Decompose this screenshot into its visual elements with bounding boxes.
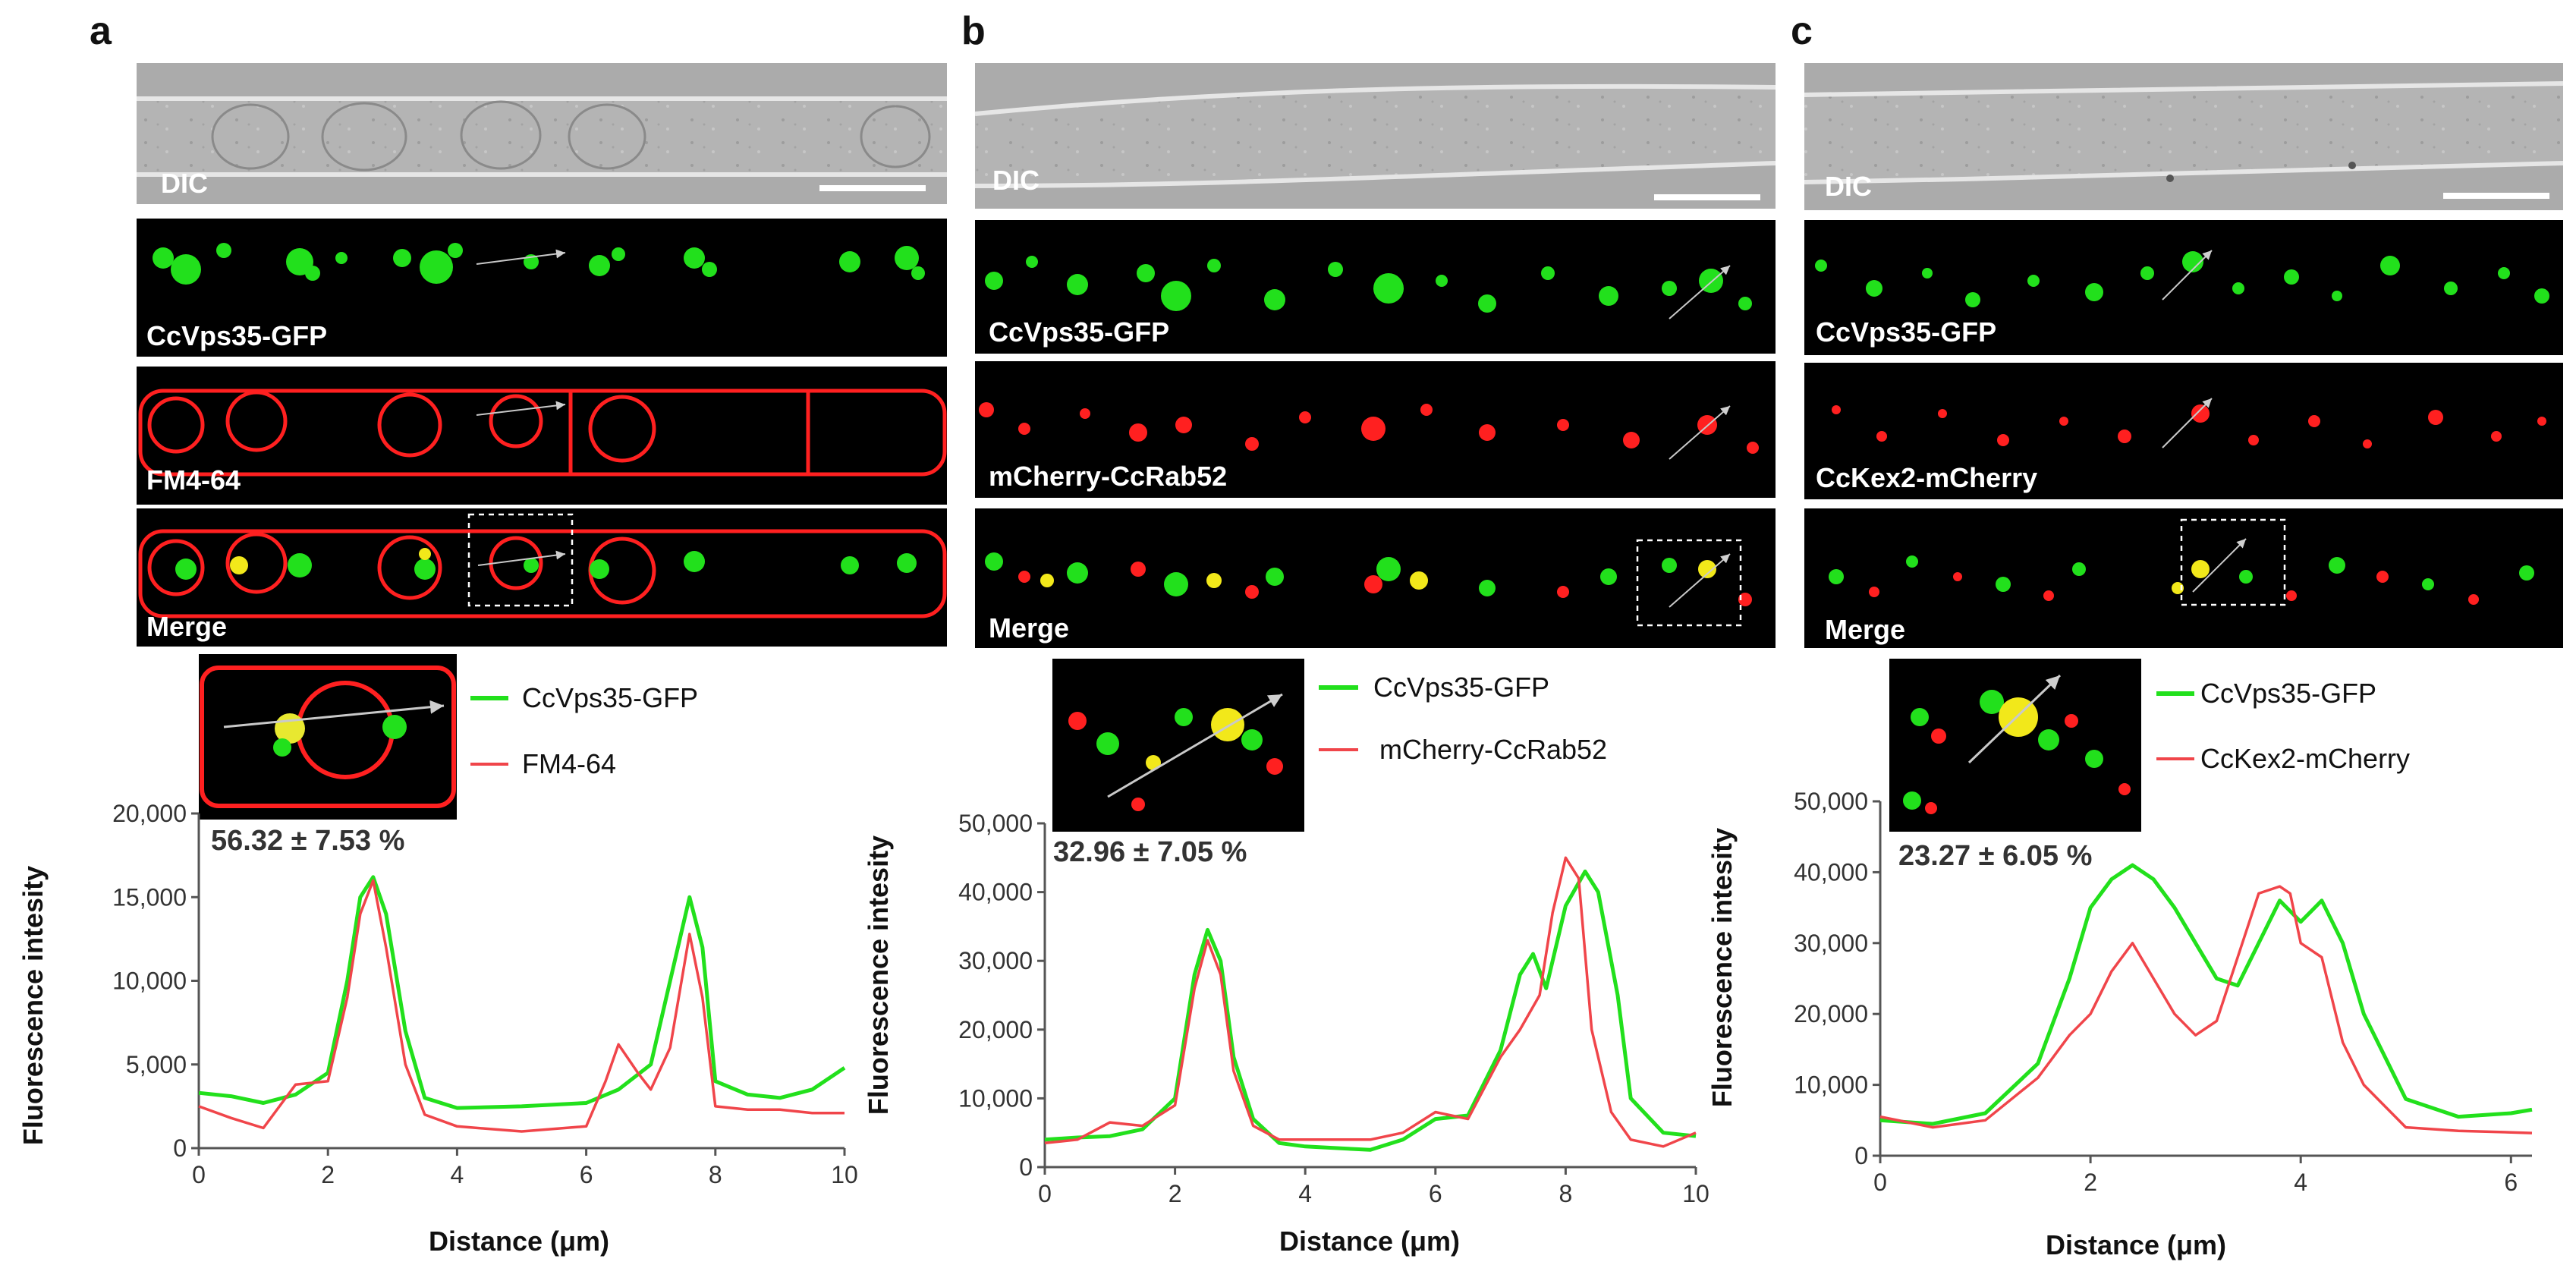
y-tick-label: 10,000 xyxy=(112,968,187,995)
y-tick-label: 20,000 xyxy=(958,1016,1033,1043)
y-tick-label: 50,000 xyxy=(958,810,1033,837)
x-tick-label: 10 xyxy=(831,1161,858,1188)
series-line-red xyxy=(1044,856,1697,1148)
x-tick-label: 0 xyxy=(1038,1180,1052,1207)
panel-a-gfp-label: CcVps35-GFP xyxy=(146,320,327,351)
panel-b-ylabel: Fluorescence intesity xyxy=(863,835,894,1115)
panel-b-gfp-label: CcVps35-GFP xyxy=(989,316,1169,348)
y-tick-label: 30,000 xyxy=(958,947,1033,974)
panel-a-merge-image xyxy=(137,508,947,647)
series-line-red xyxy=(198,879,845,1133)
panel-c-gfp-image xyxy=(1804,220,2563,355)
y-tick-label: 15,000 xyxy=(112,883,187,911)
x-tick-label: 4 xyxy=(2294,1169,2307,1196)
panel-b-inset xyxy=(1052,659,1304,832)
panel-c-ylabel: Fluorescence intesity xyxy=(1706,828,1738,1107)
panel-b-red-image xyxy=(975,361,1776,498)
x-tick-label: 2 xyxy=(2084,1169,2097,1196)
panel-c-legend: CcVps35-GFP CcKex2-mCherry xyxy=(2156,678,2410,774)
panel-a-dic-image xyxy=(137,63,947,204)
panel-a-chart: 0 2 4 6 8 10 0 5,000 10,000 15,000 20,000 xyxy=(112,800,858,1188)
x-tick-label: 0 xyxy=(192,1161,206,1188)
y-tick-label: 5,000 xyxy=(126,1051,187,1078)
x-tick-label: 8 xyxy=(709,1161,722,1188)
panel-b-xlabel: Distance (μm) xyxy=(1279,1226,1460,1257)
panel-c-chart: 0 2 4 6 0 10,000 20,000 30,000 40,000 50,000 xyxy=(1794,788,2533,1196)
x-tick-label: 6 xyxy=(2504,1169,2518,1196)
panel-b-letter: b xyxy=(961,9,986,53)
panel-c-letter: c xyxy=(1791,9,1813,53)
x-tick-label: 2 xyxy=(321,1161,335,1188)
panel-a-legend: CcVps35-GFP FM4-64 xyxy=(470,682,698,779)
panel-b-red-label: mCherry-CcRab52 xyxy=(989,461,1227,492)
panel-c-merge-image xyxy=(1804,508,2563,648)
panel-c-inset xyxy=(1889,659,2141,832)
panel-c-gfp-label: CcVps35-GFP xyxy=(1816,316,1996,348)
x-tick-label: 4 xyxy=(1298,1180,1312,1207)
panel-a-dic-label: DIC xyxy=(161,168,208,199)
panel-b: b DIC CcVps35-GFP xyxy=(863,9,1776,1257)
y-tick-label: 50,000 xyxy=(1794,788,1868,815)
x-tick-label: 6 xyxy=(580,1161,593,1188)
panel-c-red-label: CcKex2-mCherry xyxy=(1816,462,2037,493)
panel-a-ylabel: Fluorescence intesity xyxy=(17,866,49,1145)
panel-b-chart: 0 2 4 6 8 10 0 10,000 20,000 30,000 40,000 50,000 xyxy=(958,810,1709,1207)
panel-a-fm-image xyxy=(137,367,947,505)
y-tick-label: 30,000 xyxy=(1794,930,1868,957)
y-tick-label: 20,000 xyxy=(1794,1000,1868,1027)
y-tick-label: 10,000 xyxy=(958,1084,1033,1112)
panel-c-dic-label: DIC xyxy=(1825,171,1872,202)
panel-b-merge-label: Merge xyxy=(989,612,1069,644)
y-tick-label: 40,000 xyxy=(958,879,1033,906)
panel-c-legend-red: CcKex2-mCherry xyxy=(2200,743,2410,774)
panel-a: a DIC xyxy=(17,9,947,1257)
panel-b-percentage: 32.96 ± 7.05 % xyxy=(1053,836,1247,868)
panel-c-xlabel: Distance (μm) xyxy=(2046,1229,2226,1260)
panel-a-xlabel: Distance (μm) xyxy=(429,1226,609,1257)
x-tick-label: 4 xyxy=(451,1161,464,1188)
panel-b-dic-label: DIC xyxy=(992,165,1040,196)
panel-b-dic-image xyxy=(974,63,1776,209)
y-tick-label: 0 xyxy=(173,1134,187,1162)
x-tick-label: 8 xyxy=(1559,1180,1573,1207)
panel-c: c DIC CcVps35-GFP xyxy=(1706,9,2564,1260)
panel-c-dic-image xyxy=(1804,63,2564,210)
panel-c-merge-label: Merge xyxy=(1825,614,1905,645)
panel-a-merge-label: Merge xyxy=(146,611,227,642)
series-line-green xyxy=(1044,869,1697,1152)
panel-a-gfp-image xyxy=(137,219,947,357)
y-tick-label: 0 xyxy=(1019,1153,1033,1181)
series-line-green xyxy=(1879,863,2533,1126)
panel-c-legend-gfp: CcVps35-GFP xyxy=(2200,678,2376,709)
panel-b-legend: CcVps35-GFP mCherry-CcRab52 xyxy=(1319,672,1607,765)
panel-a-legend-red: FM4-64 xyxy=(522,748,616,779)
y-tick-label: 40,000 xyxy=(1794,858,1868,886)
y-tick-label: 20,000 xyxy=(112,800,187,827)
panel-a-percentage: 56.32 ± 7.53 % xyxy=(211,825,404,857)
panel-c-red-image xyxy=(1804,363,2563,499)
series-line-red xyxy=(1879,885,2533,1134)
x-tick-label: 6 xyxy=(1429,1180,1442,1207)
x-tick-label: 0 xyxy=(1873,1169,1887,1196)
panel-b-gfp-image xyxy=(975,220,1776,354)
series-line-green xyxy=(198,875,846,1110)
panel-a-legend-gfp: CcVps35-GFP xyxy=(522,682,698,713)
panel-c-percentage: 23.27 ± 6.05 % xyxy=(1898,840,2092,872)
panel-a-inset xyxy=(199,654,457,820)
y-tick-label: 0 xyxy=(1854,1142,1868,1169)
panel-b-legend-gfp: CcVps35-GFP xyxy=(1373,672,1549,703)
panel-a-letter: a xyxy=(90,9,112,53)
x-tick-label: 2 xyxy=(1168,1180,1182,1207)
panel-b-merge-image xyxy=(975,508,1776,648)
panel-a-fm-label: FM4-64 xyxy=(146,464,241,496)
panel-b-legend-red: mCherry-CcRab52 xyxy=(1379,734,1607,765)
y-tick-label: 10,000 xyxy=(1794,1071,1868,1099)
x-tick-label: 10 xyxy=(1682,1180,1709,1207)
